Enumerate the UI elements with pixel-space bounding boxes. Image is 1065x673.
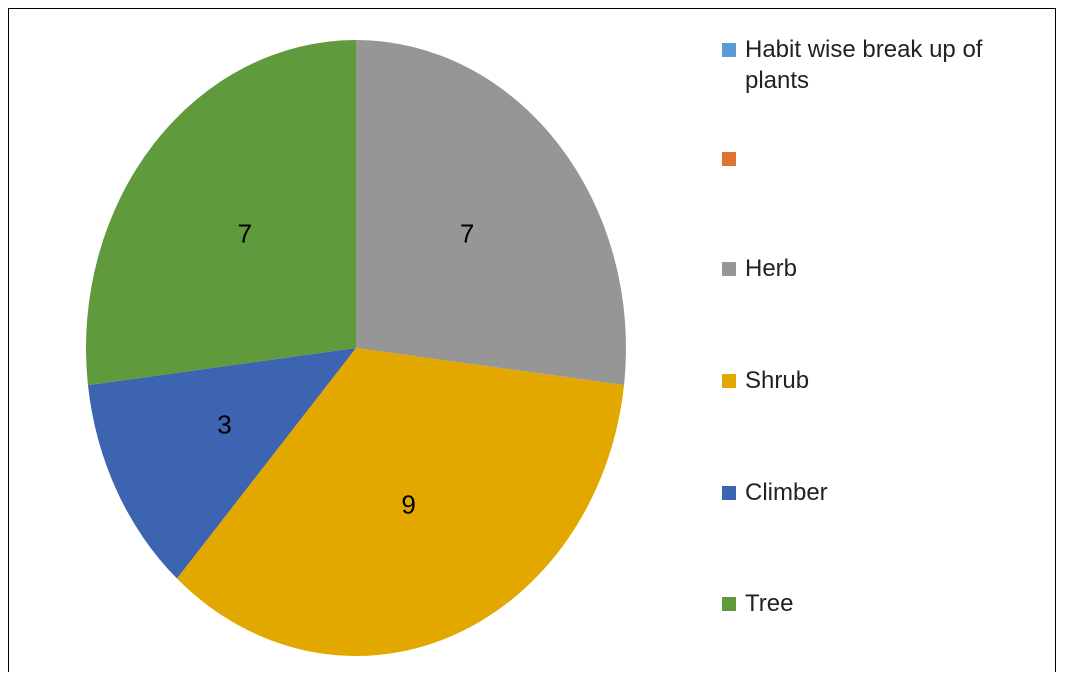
legend-swatch	[722, 597, 736, 611]
legend-label: Tree	[745, 590, 794, 617]
legend-swatch	[722, 374, 736, 388]
legend-entry: Herb	[722, 253, 1032, 284]
data-label: 7	[460, 219, 474, 249]
legend-swatch	[722, 486, 736, 500]
legend-label: Climber	[745, 479, 828, 506]
pie-slice	[87, 348, 357, 579]
data-label: 7	[238, 219, 252, 249]
legend-label: Herb	[745, 255, 798, 282]
legend-label: Shrub	[745, 367, 810, 394]
data-label: 9	[401, 489, 415, 519]
data-label: 3	[217, 410, 231, 440]
pie-slice	[85, 40, 356, 386]
legend-entry: Climber	[722, 477, 1032, 508]
legend-swatch	[722, 43, 736, 57]
legend-entry: Tree	[722, 588, 1032, 619]
legend-entry: Shrub	[722, 365, 1032, 396]
legend-entry: Habit wise break up of plants	[722, 34, 1032, 96]
legend-swatch	[722, 152, 736, 166]
pie-slice	[356, 40, 626, 386]
legend-swatch	[722, 262, 736, 276]
chart-frame	[8, 8, 1056, 672]
legend-label: Habit wise break up of plants	[745, 36, 983, 94]
pie-slice	[176, 348, 625, 656]
